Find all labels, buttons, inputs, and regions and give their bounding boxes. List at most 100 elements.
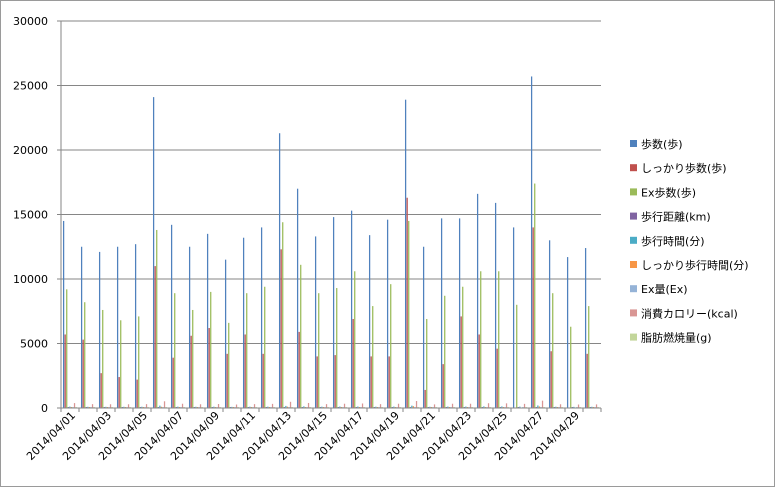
- bar: [501, 406, 503, 408]
- bar: [411, 405, 413, 408]
- bar: [370, 356, 372, 408]
- bar: [588, 306, 590, 408]
- legend-swatch: [630, 212, 637, 220]
- bar: [339, 406, 341, 408]
- bar: [361, 403, 364, 408]
- bar: [264, 286, 266, 408]
- y-tick-label: 30000: [13, 15, 48, 28]
- bar: [476, 193, 479, 408]
- y-tick-label: 15000: [13, 209, 48, 222]
- bar: [98, 251, 101, 408]
- bar: [406, 197, 408, 408]
- legend: 歩数(歩) しっかり歩数(歩) Ex歩数(歩) 歩行距離(km) 歩行時間(分) しっかり…: [630, 137, 749, 345]
- bar: [586, 353, 588, 408]
- bar: [397, 403, 400, 408]
- bar: [141, 406, 143, 408]
- bar: [460, 316, 462, 408]
- bar: [192, 309, 194, 408]
- bar: [530, 76, 533, 408]
- bar: [271, 403, 274, 408]
- bar: [469, 403, 472, 408]
- bar: [350, 210, 353, 408]
- bar: [487, 403, 490, 408]
- bar: [408, 220, 410, 408]
- bar: [262, 353, 264, 408]
- bar: [447, 406, 449, 408]
- bar: [174, 293, 176, 408]
- bar: [156, 229, 158, 408]
- bar: [170, 224, 173, 408]
- legend-label: Ex量(Ex): [641, 283, 688, 296]
- bar: [282, 222, 284, 408]
- bar: [451, 403, 454, 408]
- bars: [62, 76, 599, 409]
- bar: [314, 236, 317, 408]
- gridlines: [61, 20, 601, 344]
- y-tick-label: 5000: [20, 338, 48, 351]
- bar: [242, 237, 245, 408]
- bar: [289, 401, 292, 408]
- bar: [298, 331, 300, 408]
- bar: [152, 97, 155, 409]
- bar: [246, 293, 248, 408]
- bar: [541, 400, 544, 408]
- bar: [442, 364, 444, 408]
- bar: [260, 227, 263, 408]
- bar: [118, 377, 120, 408]
- bar: [496, 348, 498, 408]
- bar: [231, 406, 233, 408]
- bar: [307, 402, 310, 408]
- bar: [368, 235, 371, 408]
- legend-swatch: [630, 333, 637, 341]
- bar: [458, 218, 461, 408]
- bar: [462, 286, 464, 408]
- bar: [404, 99, 407, 408]
- bar: [505, 403, 508, 408]
- bar: [519, 406, 521, 408]
- bar: [498, 271, 500, 408]
- bar: [444, 295, 446, 408]
- bar: [66, 289, 68, 408]
- bar: [286, 406, 289, 408]
- bar: [84, 302, 86, 408]
- bar: [534, 183, 536, 408]
- bar: [316, 356, 318, 408]
- bar: [352, 318, 354, 408]
- bar: [480, 271, 482, 408]
- bar: [523, 403, 526, 408]
- bar: [332, 217, 335, 408]
- bar: [206, 233, 209, 408]
- y-tick-label: 0: [41, 402, 48, 415]
- legend-swatch: [630, 285, 637, 293]
- bar: [64, 334, 66, 408]
- bar: [393, 406, 395, 408]
- bar: [483, 406, 485, 408]
- bar: [354, 271, 356, 408]
- bar: [426, 318, 428, 408]
- bar: [422, 246, 425, 408]
- bar: [145, 404, 148, 408]
- bar: [357, 406, 359, 408]
- bar: [440, 218, 443, 408]
- bar: [296, 188, 299, 408]
- bar: [336, 288, 338, 408]
- legend-swatch: [630, 164, 637, 172]
- bar: [278, 133, 281, 409]
- y-tick-label: 25000: [13, 80, 48, 93]
- bar: [120, 320, 122, 408]
- bar: [172, 357, 174, 408]
- legend-swatch: [630, 140, 637, 147]
- bar: [253, 404, 256, 408]
- bar: [375, 406, 377, 408]
- bar: [116, 246, 119, 408]
- bar: [386, 219, 389, 408]
- bar: [388, 356, 390, 408]
- bar: [512, 227, 515, 408]
- bar: [228, 322, 230, 408]
- legend-label: 歩数(歩): [641, 137, 683, 151]
- legend-label: しっかり歩数(歩): [641, 161, 727, 175]
- bar: [390, 284, 392, 408]
- bar: [429, 406, 431, 408]
- bar: [300, 264, 302, 408]
